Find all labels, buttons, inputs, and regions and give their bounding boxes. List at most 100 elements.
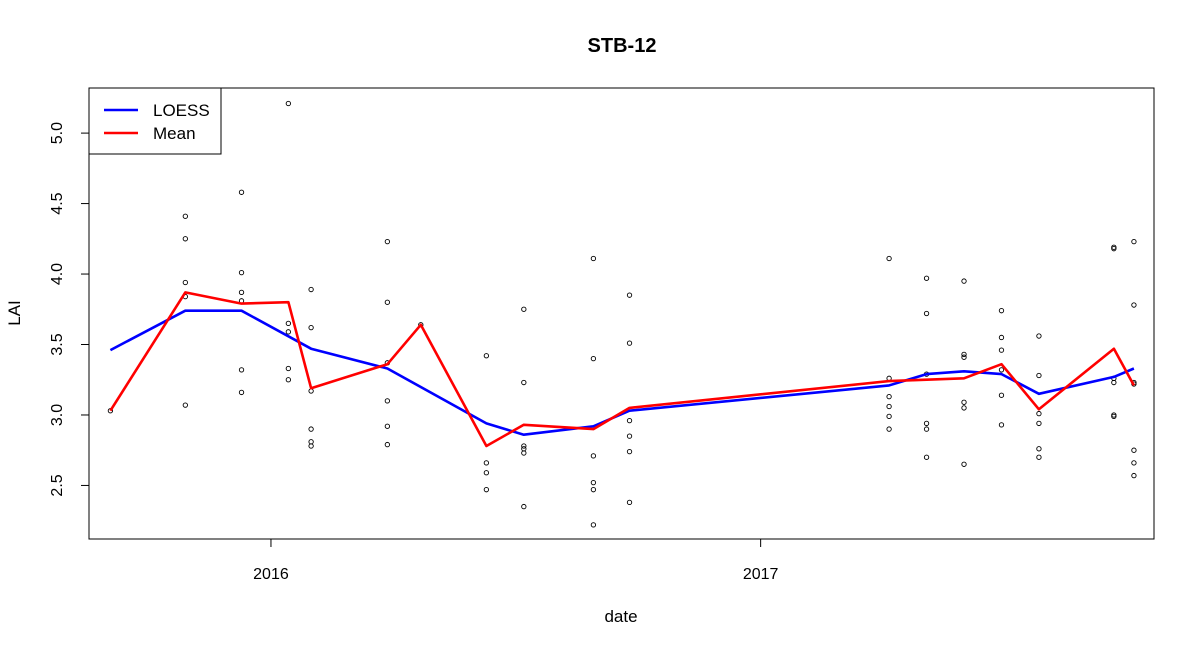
data-point [590, 487, 597, 493]
data-point [182, 236, 188, 242]
y-tick-label: 5.0 [49, 122, 66, 144]
data-point [308, 439, 314, 445]
data-point [1131, 472, 1137, 479]
x-tick-label: 2016 [253, 566, 289, 583]
y-axis-label: LAI [5, 300, 24, 326]
data-point [384, 423, 391, 429]
y-tick-label: 2.5 [49, 474, 66, 496]
legend-label-mean: Mean [153, 124, 196, 143]
data-point [1036, 454, 1042, 460]
data-point [285, 329, 292, 335]
data-point [483, 353, 490, 359]
data-point [1036, 410, 1042, 417]
data-point [384, 299, 391, 305]
y-tick-label: 4.0 [49, 263, 66, 285]
data-point [483, 470, 490, 476]
data-point [886, 255, 892, 262]
data-point [626, 292, 633, 298]
data-point [626, 448, 633, 455]
data-point [285, 365, 292, 372]
data-point [521, 306, 527, 312]
data-point [1131, 238, 1137, 245]
x-tick-label: 2017 [743, 566, 779, 583]
data-point [521, 443, 527, 449]
data-point [182, 402, 188, 408]
data-point [923, 426, 930, 432]
data-point [1131, 302, 1137, 308]
data-point [308, 443, 314, 449]
data-point [384, 441, 391, 448]
points-layer [107, 100, 1137, 528]
data-point [590, 255, 597, 262]
data-point [1036, 420, 1042, 427]
y-axis: 2.5 3.0 3.5 4.0 4.5 5.0 [49, 122, 90, 497]
data-point [961, 405, 967, 411]
data-point [886, 394, 892, 400]
data-point [998, 308, 1005, 314]
data-point [998, 347, 1005, 353]
legend-box [88, 87, 222, 155]
data-point [238, 189, 245, 195]
data-point [285, 320, 292, 327]
data-point [626, 433, 633, 439]
data-point [961, 278, 967, 284]
data-point [923, 420, 930, 427]
data-point [886, 413, 892, 420]
data-point [1111, 413, 1117, 420]
data-point [961, 354, 967, 360]
data-point [308, 324, 314, 331]
data-point [998, 334, 1005, 341]
data-point [521, 446, 527, 452]
data-point [182, 213, 188, 219]
data-point [998, 422, 1005, 428]
data-point [521, 450, 527, 456]
data-point [923, 454, 930, 460]
data-point [308, 286, 314, 293]
data-point [384, 398, 391, 404]
data-point [1131, 447, 1137, 453]
data-point [590, 479, 597, 486]
data-point [483, 460, 490, 466]
data-point [886, 403, 892, 410]
data-point [285, 377, 292, 383]
data-point [483, 487, 490, 493]
chart-title: STB-12 [588, 35, 657, 57]
data-point [886, 426, 892, 432]
data-point [1131, 460, 1137, 466]
legend-label-loess: LOESS [153, 101, 210, 120]
data-point [590, 355, 597, 362]
data-point [238, 367, 245, 373]
x-axis: 2016 2017 [253, 538, 779, 583]
data-point [182, 279, 188, 286]
data-point [626, 499, 633, 506]
data-point [961, 351, 967, 358]
data-point [1036, 446, 1042, 452]
data-point [1111, 379, 1117, 386]
data-point [238, 289, 245, 296]
lines-layer [109, 291, 1136, 448]
data-point [521, 503, 527, 510]
data-point [590, 522, 597, 528]
data-point [923, 310, 930, 317]
data-point [384, 238, 391, 245]
data-point [961, 399, 967, 405]
data-point [626, 417, 633, 424]
data-point [998, 392, 1005, 398]
y-tick-label: 3.0 [49, 404, 66, 426]
y-tick-label: 3.5 [49, 333, 66, 355]
data-point [961, 461, 967, 467]
data-point [590, 453, 597, 459]
data-point [285, 100, 292, 107]
data-point [1111, 246, 1117, 252]
data-point [521, 379, 527, 386]
data-point [998, 367, 1005, 373]
data-point [1036, 372, 1042, 379]
data-point [923, 275, 930, 281]
data-point [308, 426, 314, 432]
x-axis-label: date [604, 607, 637, 626]
data-point [238, 389, 245, 396]
data-point [1036, 333, 1042, 339]
y-tick-label: 4.5 [49, 192, 66, 214]
data-point [626, 340, 633, 346]
